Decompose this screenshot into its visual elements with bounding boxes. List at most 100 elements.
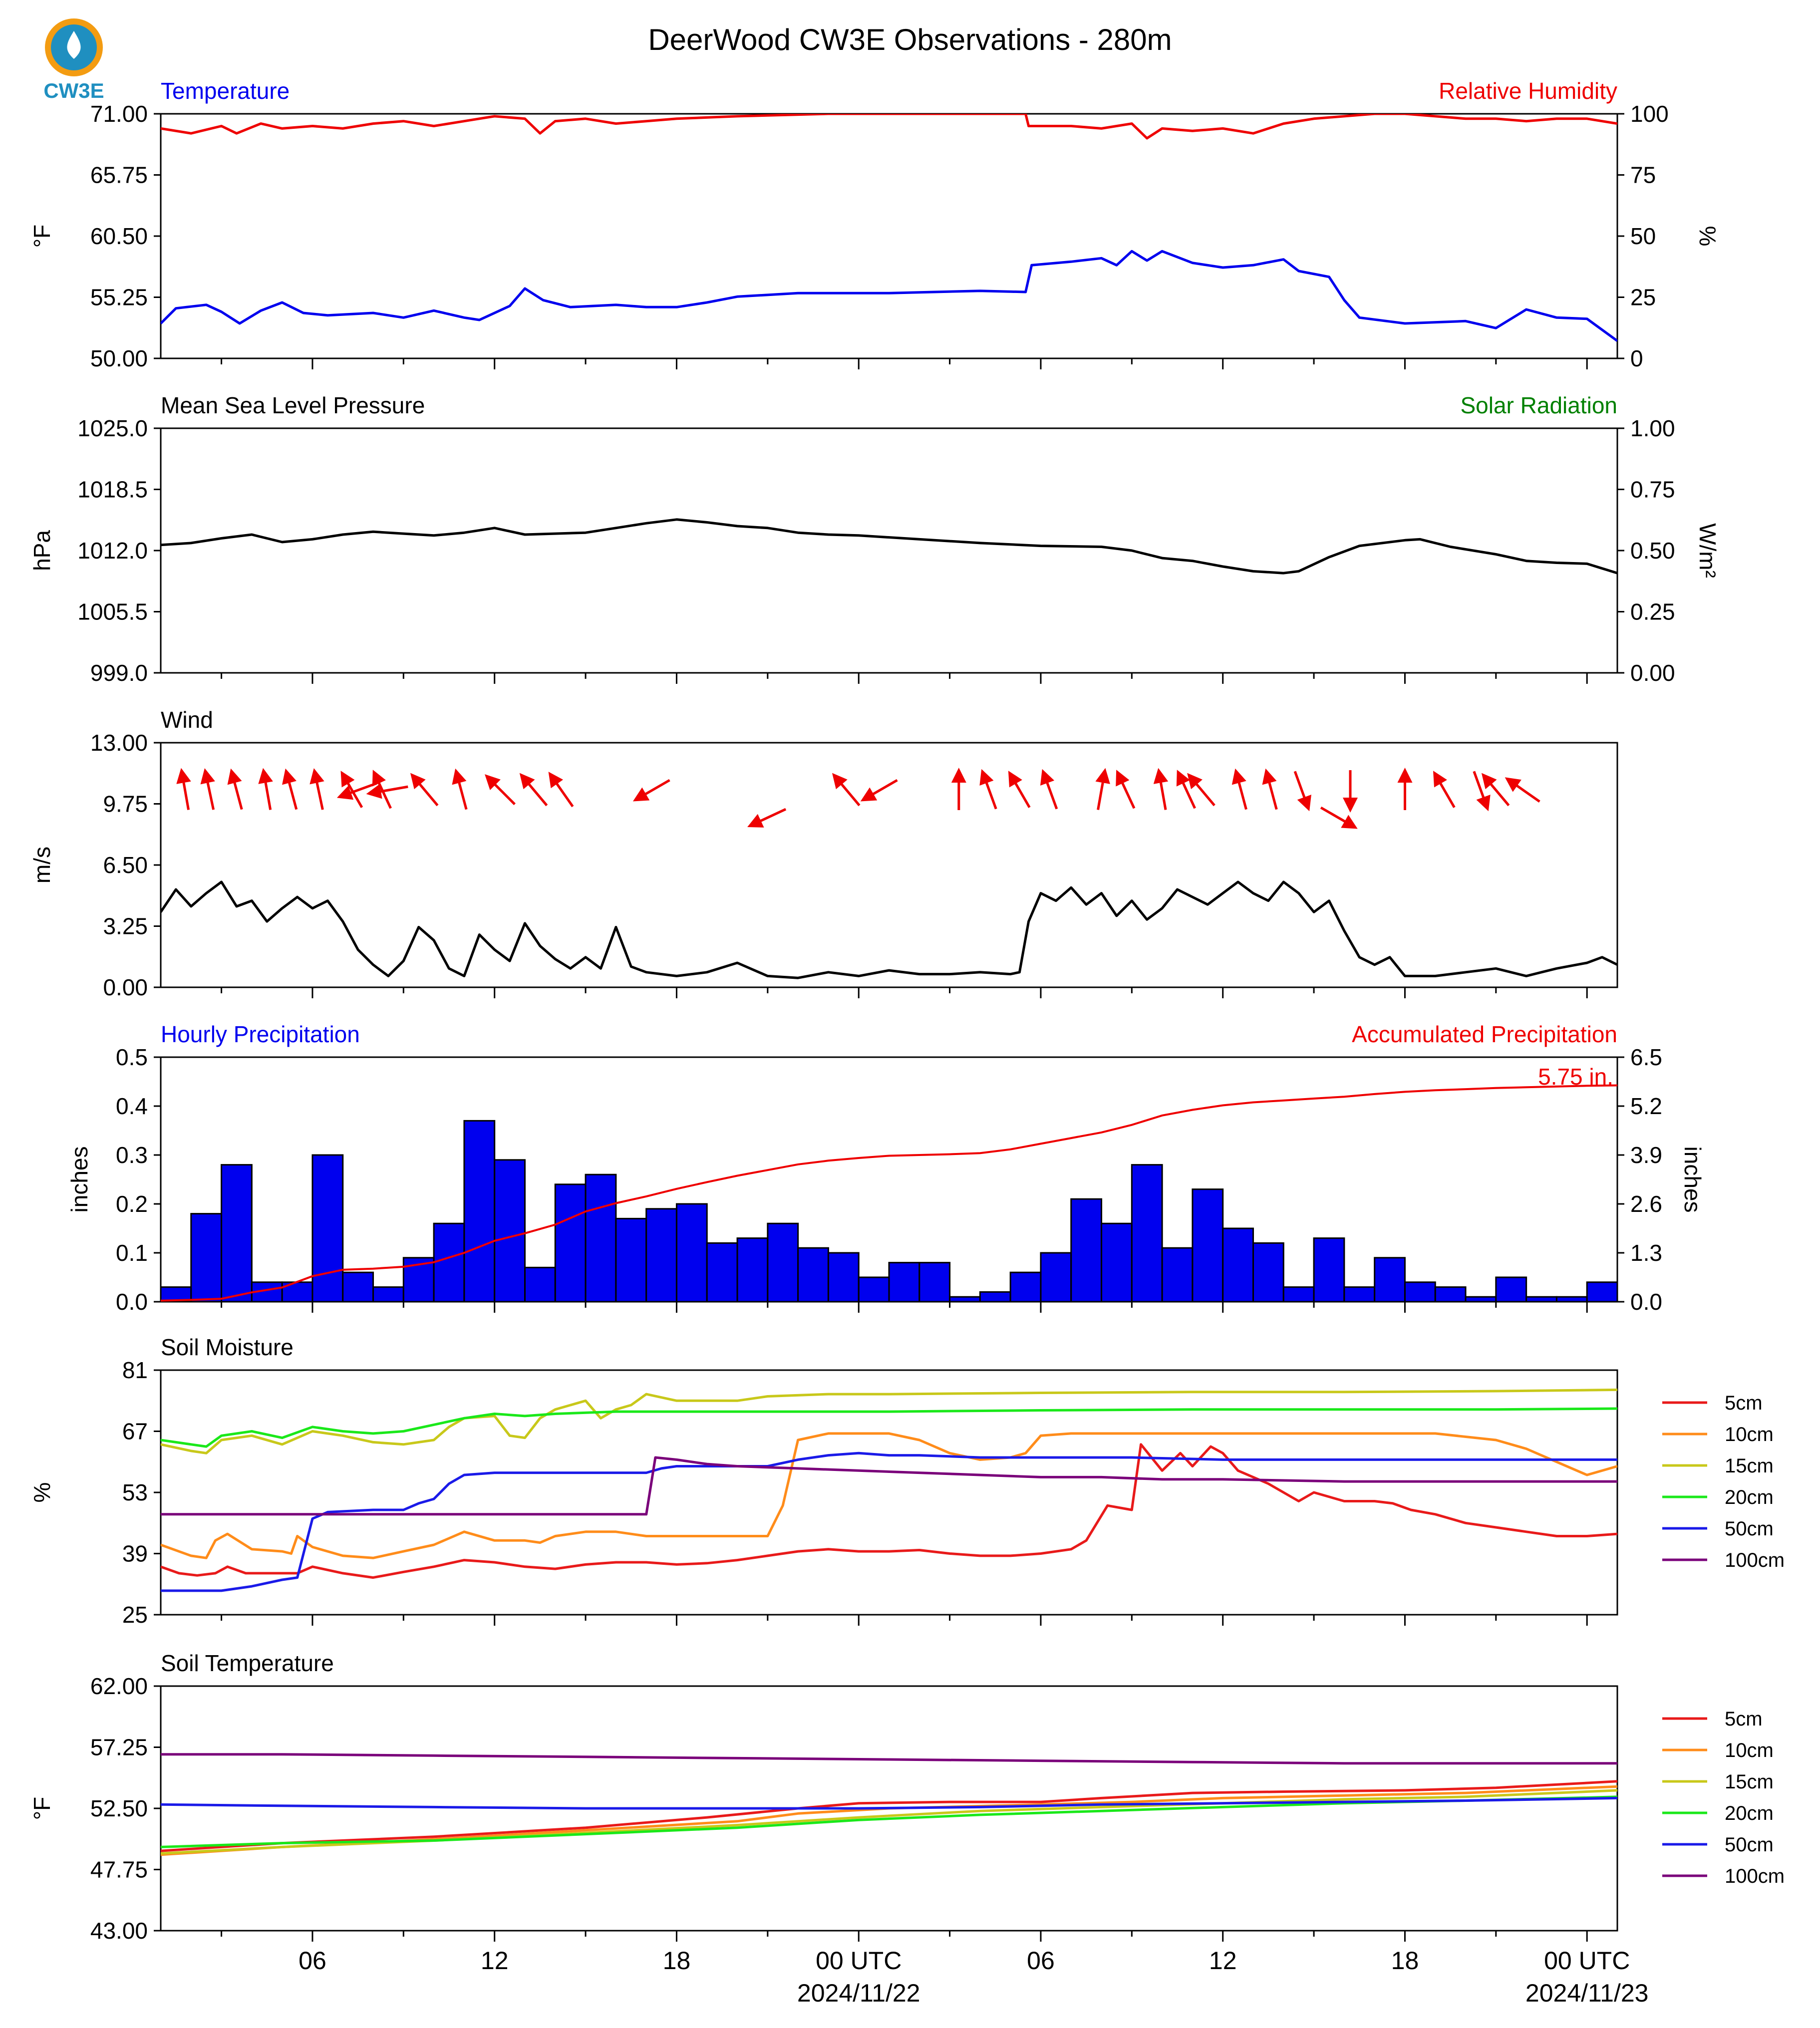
y-tick-label-right: 0 <box>1630 345 1643 371</box>
precip-bar <box>1192 1188 1224 1302</box>
x-date-label: 2024/11/23 <box>1525 1979 1649 2007</box>
y-tick-label: 55.25 <box>90 285 148 310</box>
panel-title-right: Accumulated Precipitation <box>1352 1021 1617 1047</box>
y-tick-label: 81 <box>122 1357 148 1383</box>
x-tick-label: 00 UTC <box>816 1947 902 1975</box>
wind-arrow <box>1293 771 1311 812</box>
panel-pressure: 1025.0 1018.5 1012.0 1005.5 999.0 1.00 0.75 0.5… <box>29 392 1721 686</box>
wind-arrow <box>1262 768 1278 810</box>
precip-bar <box>463 1120 496 1302</box>
y-tick-label: 1018.5 <box>77 477 148 503</box>
precip-bar <box>888 1262 920 1302</box>
y-axis-label: °F <box>29 225 55 248</box>
wind-arrow <box>860 779 898 802</box>
x-tick-label: 06 <box>299 1947 326 1975</box>
series-line-left <box>161 518 1617 575</box>
y-tick-label-right: 2.6 <box>1630 1191 1662 1217</box>
y-tick-label-right: 6.5 <box>1630 1044 1662 1070</box>
y-tick-label-right: 0.25 <box>1630 599 1675 625</box>
y-axis-label: m/s <box>29 847 55 883</box>
precip-bar <box>1009 1271 1042 1302</box>
wind-arrow <box>548 772 574 808</box>
y-tick-label: 13.00 <box>90 730 148 756</box>
y-tick-label: 1025.0 <box>77 415 148 441</box>
precip-bar <box>1374 1257 1406 1302</box>
precip-bar <box>342 1271 374 1302</box>
precip-bar <box>1313 1237 1345 1302</box>
plot-frame <box>160 742 1618 988</box>
y-tick-label: 1005.5 <box>77 599 148 625</box>
wind-arrow <box>747 808 787 828</box>
y-tick-label: 65.75 <box>90 162 148 188</box>
cw3e-logo: CW3E <box>43 18 104 102</box>
y-tick-label-right: 1.3 <box>1630 1240 1662 1266</box>
precip-bar <box>494 1159 526 1302</box>
y-tick-label: 50.00 <box>90 345 148 371</box>
y-tick-label: 1012.0 <box>77 538 148 564</box>
precip-bar <box>1525 1296 1557 1302</box>
accum-annotation: 5.75 in. <box>1538 1064 1613 1090</box>
y-tick-label-right: 100 <box>1630 101 1669 127</box>
precip-bar <box>767 1222 799 1302</box>
legend-label: 10cm <box>1725 1424 1774 1446</box>
series-line-15cm <box>161 1388 1617 1454</box>
precip-bar <box>918 1262 951 1302</box>
panel-title-right: Relative Humidity <box>1439 78 1617 104</box>
legend-label: 20cm <box>1725 1802 1774 1824</box>
wind-arrow <box>282 768 298 810</box>
precip-bar <box>1495 1276 1527 1302</box>
panel-title-left: Hourly Precipitation <box>161 1021 360 1047</box>
y-tick-label: 52.50 <box>90 1795 148 1821</box>
legend-label: 20cm <box>1725 1486 1774 1508</box>
wind-arrow <box>1040 769 1058 810</box>
y-tick-label: 0.1 <box>116 1240 148 1266</box>
precip-bar <box>524 1266 556 1302</box>
y-tick-label-right: 75 <box>1630 162 1656 188</box>
x-tick-label: 00 UTC <box>1544 1947 1630 1975</box>
precip-bar <box>706 1242 738 1302</box>
y-tick-label: 999.0 <box>90 660 148 686</box>
y-tick-label: 0.0 <box>116 1289 148 1315</box>
plot-area <box>161 1753 1617 1856</box>
x-date-label: 2024/11/22 <box>797 1979 920 2007</box>
precip-bar <box>1465 1296 1497 1302</box>
series-line-20cm <box>161 1407 1617 1448</box>
precip-bar <box>797 1247 829 1302</box>
wind-arrow <box>1433 771 1456 808</box>
wind-arrow <box>452 768 468 810</box>
precip-bar <box>433 1222 465 1302</box>
plot-area <box>161 1388 1617 1592</box>
precip-bar <box>979 1291 1011 1302</box>
series-line-10cm <box>161 1432 1617 1559</box>
series-line-left <box>161 880 1617 979</box>
panel-title-left: Soil Moisture <box>161 1334 294 1360</box>
precip-bar <box>372 1286 404 1302</box>
wind-arrow <box>336 782 377 800</box>
precip-bar <box>1131 1164 1163 1302</box>
y-axis-label: hPa <box>29 530 55 571</box>
series-line-50cm <box>161 1796 1617 1810</box>
y-tick-label: 62.00 <box>90 1673 148 1699</box>
y-tick-label: 3.25 <box>103 913 148 939</box>
plot-area <box>161 114 1617 342</box>
wind-arrow <box>258 768 273 810</box>
wind-arrow <box>632 779 670 802</box>
wind-arrow <box>485 774 516 806</box>
precip-bar <box>1040 1252 1072 1302</box>
precip-bar <box>827 1252 860 1302</box>
legend-label: 100cm <box>1725 1549 1785 1571</box>
y-axis-label-right: W/m² <box>1695 523 1721 578</box>
panel-precip: 0.5 0.4 0.3 0.2 0.1 0.0 6.5 5.2 3.9 2.6 1.3 0.0 Hour… <box>66 1021 1706 1315</box>
wind-arrow <box>309 768 324 810</box>
series-line-15cm <box>161 1789 1617 1855</box>
precip-bar <box>1222 1227 1254 1302</box>
precip-bar <box>1252 1242 1284 1302</box>
legend-label: 100cm <box>1725 1865 1785 1887</box>
y-tick-label: 39 <box>122 1541 148 1567</box>
wind-arrow <box>176 768 191 810</box>
legend-label: 10cm <box>1725 1739 1774 1761</box>
wind-arrow <box>519 773 548 807</box>
y-tick-label: 47.75 <box>90 1857 148 1883</box>
wind-arrow <box>1231 768 1247 810</box>
